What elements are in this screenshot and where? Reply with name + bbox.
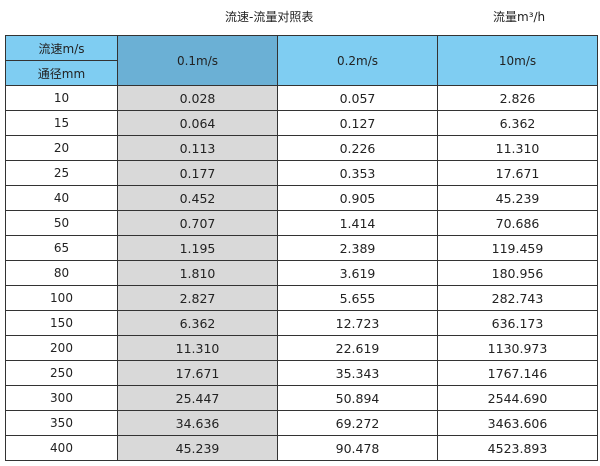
flow-value-cell: 3463.606 — [437, 410, 598, 436]
header-col-0: 0.1m/s — [117, 35, 278, 86]
flow-value-cell: 22.619 — [277, 335, 438, 361]
table-row: 50 0.707 1.414 70.686 — [5, 210, 598, 236]
flow-value-cell: 0.127 — [277, 110, 438, 136]
diameter-cell: 200 — [5, 335, 118, 361]
flow-value-cell: 3.619 — [277, 260, 438, 286]
unit-label: 流量m³/h — [493, 10, 546, 24]
diameter-cell: 80 — [5, 260, 118, 286]
flow-value-cell: 11.310 — [117, 335, 278, 361]
table-row: 20 0.113 0.226 11.310 — [5, 135, 598, 161]
table-row: 65 1.195 2.389 119.459 — [5, 235, 598, 261]
flow-value-cell: 636.173 — [437, 310, 598, 336]
header-col-2: 10m/s — [437, 35, 598, 86]
table-row: 200 11.310 22.619 1130.973 — [5, 335, 598, 361]
diameter-cell: 250 — [5, 360, 118, 386]
flow-value-cell: 17.671 — [117, 360, 278, 386]
flow-value-cell: 0.057 — [277, 85, 438, 111]
flow-value-cell: 17.671 — [437, 160, 598, 186]
flow-value-cell: 45.239 — [117, 435, 278, 461]
header-col-1: 0.2m/s — [277, 35, 438, 86]
flow-value-cell: 180.956 — [437, 260, 598, 286]
flow-value-cell: 0.452 — [117, 185, 278, 211]
flow-value-cell: 119.459 — [437, 235, 598, 261]
diameter-cell: 40 — [5, 185, 118, 211]
flow-value-cell: 1130.973 — [437, 335, 598, 361]
header-diameter-label: 通径mm — [5, 60, 118, 86]
flow-value-cell: 0.905 — [277, 185, 438, 211]
diameter-cell: 20 — [5, 135, 118, 161]
diameter-cell: 150 — [5, 310, 118, 336]
diameter-cell: 100 — [5, 285, 118, 311]
flow-value-cell: 0.226 — [277, 135, 438, 161]
table-row: 15 0.064 0.127 6.362 — [5, 110, 598, 136]
flow-value-cell: 2544.690 — [437, 385, 598, 411]
header-velocity-label: 流速m/s — [5, 35, 118, 61]
flow-value-cell: 1.195 — [117, 235, 278, 261]
table-row: 150 6.362 12.723 636.173 — [5, 310, 598, 336]
flow-value-cell: 2.826 — [437, 85, 598, 111]
diameter-cell: 25 — [5, 160, 118, 186]
flow-value-cell: 6.362 — [117, 310, 278, 336]
table-row: 100 2.827 5.655 282.743 — [5, 285, 598, 311]
flow-value-cell: 90.478 — [277, 435, 438, 461]
table-row: 25 0.177 0.353 17.671 — [5, 160, 598, 186]
flow-value-cell: 11.310 — [437, 135, 598, 161]
flow-value-cell: 1.414 — [277, 210, 438, 236]
diameter-cell: 350 — [5, 410, 118, 436]
flow-value-cell: 1767.146 — [437, 360, 598, 386]
diameter-cell: 300 — [5, 385, 118, 411]
flow-value-cell: 0.064 — [117, 110, 278, 136]
flow-value-cell: 45.239 — [437, 185, 598, 211]
flow-value-cell: 0.113 — [117, 135, 278, 161]
diameter-cell: 50 — [5, 210, 118, 236]
flow-value-cell: 34.636 — [117, 410, 278, 436]
flow-value-cell: 1.810 — [117, 260, 278, 286]
flow-value-cell: 0.028 — [117, 85, 278, 111]
diameter-cell: 10 — [5, 85, 118, 111]
table-row: 10 0.028 0.057 2.826 — [5, 85, 598, 111]
flow-value-cell: 5.655 — [277, 285, 438, 311]
diameter-cell: 15 — [5, 110, 118, 136]
flow-value-cell: 2.389 — [277, 235, 438, 261]
flow-value-cell: 0.707 — [117, 210, 278, 236]
table-title: 流速-流量对照表 — [225, 10, 314, 24]
flow-value-cell: 0.353 — [277, 160, 438, 186]
flow-value-cell: 4523.893 — [437, 435, 598, 461]
table-row: 40 0.452 0.905 45.239 — [5, 185, 598, 211]
flow-value-cell: 282.743 — [437, 285, 598, 311]
table-row: 300 25.447 50.894 2544.690 — [5, 385, 598, 411]
flow-value-cell: 6.362 — [437, 110, 598, 136]
flow-value-cell: 12.723 — [277, 310, 438, 336]
table-row: 400 45.239 90.478 4523.893 — [5, 435, 598, 461]
diameter-cell: 400 — [5, 435, 118, 461]
flow-value-cell: 2.827 — [117, 285, 278, 311]
flow-value-cell: 35.343 — [277, 360, 438, 386]
flow-value-cell: 0.177 — [117, 160, 278, 186]
flow-value-cell: 50.894 — [277, 385, 438, 411]
table-row: 80 1.810 3.619 180.956 — [5, 260, 598, 286]
table-row: 350 34.636 69.272 3463.606 — [5, 410, 598, 436]
flow-value-cell: 25.447 — [117, 385, 278, 411]
flow-value-cell: 69.272 — [277, 410, 438, 436]
flow-table: 流速m/s 0.1m/s 0.2m/s 10m/s 通径mm 10 0.028 0.… — [5, 35, 598, 461]
table-row: 250 17.671 35.343 1767.146 — [5, 360, 598, 386]
diameter-cell: 65 — [5, 235, 118, 261]
flow-value-cell: 70.686 — [437, 210, 598, 236]
